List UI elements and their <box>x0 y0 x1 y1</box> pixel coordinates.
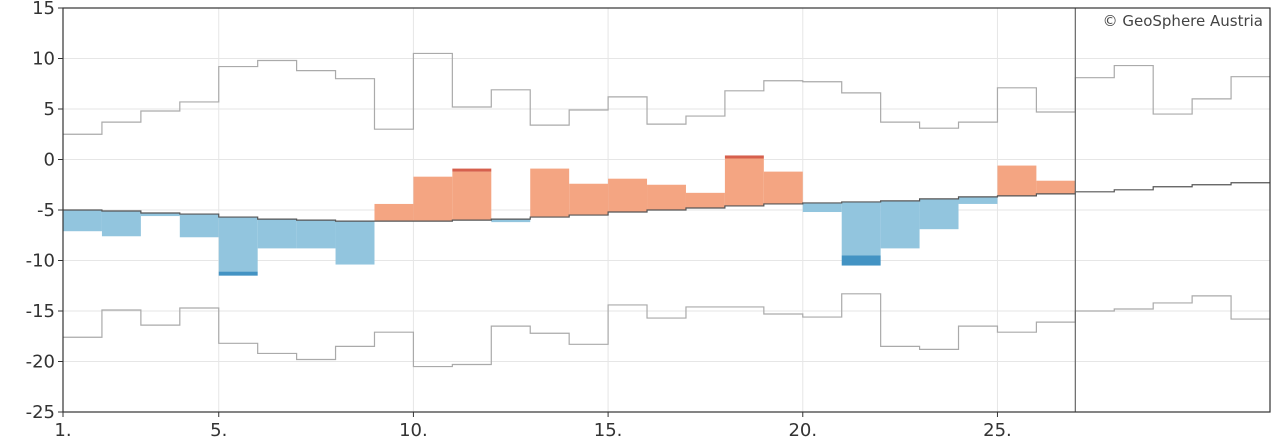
y-tick-label: -20 <box>26 352 55 373</box>
extreme-highlight <box>841 255 881 266</box>
x-tick-label: 1. <box>54 420 71 441</box>
y-tick-label: 5 <box>44 99 55 120</box>
y-tick-label: -5 <box>37 200 55 221</box>
extreme-highlight <box>218 271 258 276</box>
observed-bar <box>1036 180 1076 194</box>
x-tick-label: 25. <box>983 420 1012 441</box>
observed-bar <box>569 183 609 216</box>
observed-bar <box>452 171 492 221</box>
observed-bar <box>374 203 414 222</box>
observed-bar <box>491 219 531 223</box>
y-axis-ticks: 15 10 5 0 -5 -10 -15 -20 -25 <box>26 0 63 423</box>
observed-bar <box>685 192 725 208</box>
observed-bar <box>841 201 881 256</box>
observed-bar <box>101 211 141 237</box>
observed-bar <box>179 214 219 238</box>
observed-bar <box>958 196 998 204</box>
y-tick-label: 0 <box>44 150 55 171</box>
observed-bar <box>218 217 258 272</box>
y-tick-label: 10 <box>32 49 55 70</box>
y-tick-label: 15 <box>32 0 55 19</box>
y-tick-label: -10 <box>26 251 55 272</box>
observed-bar <box>296 220 336 249</box>
observed-bar <box>63 210 102 232</box>
observed-bar <box>880 200 920 249</box>
observed-bar <box>335 221 375 265</box>
x-tick-label: 15. <box>594 420 623 441</box>
series-lines <box>63 8 1270 412</box>
observed-bar <box>919 198 959 230</box>
observed-bars <box>63 158 1076 272</box>
observed-bar <box>257 219 297 249</box>
y-tick-label: -15 <box>26 301 55 322</box>
observed-bar <box>647 184 686 210</box>
y-tick-label: -25 <box>26 402 55 423</box>
observed-bar <box>413 176 453 222</box>
observed-bar <box>724 158 764 206</box>
observed-bar <box>997 165 1037 196</box>
observed-bar <box>802 202 842 213</box>
x-tick-label: 10. <box>399 420 428 441</box>
upper-envelope-line <box>63 52 1270 135</box>
observed-bar <box>140 213 180 217</box>
extreme-highlight <box>724 155 764 159</box>
extreme-highlights <box>218 155 881 276</box>
observed-bar <box>608 178 648 213</box>
x-tick-label: 5. <box>210 420 227 441</box>
copyright-label: © GeoSphere Austria <box>1103 12 1263 30</box>
observed-bar <box>530 168 570 218</box>
extreme-highlight <box>452 168 492 172</box>
x-axis-ticks: 1. 5. 10. 15. 20. 25. <box>54 412 1012 441</box>
observed-bar <box>763 171 803 204</box>
lower-envelope-line <box>63 293 1270 368</box>
x-tick-label: 20. <box>788 420 817 441</box>
